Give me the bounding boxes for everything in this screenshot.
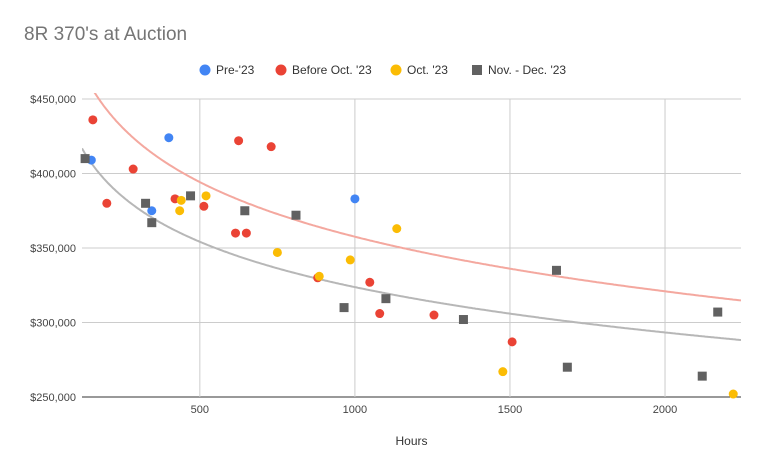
data-point [507,337,517,347]
legend-label: Before Oct. '23 [292,63,372,77]
data-point [458,315,468,325]
data-point [102,198,112,208]
data-point [345,255,355,265]
data-point [128,164,138,174]
x-tick-label: 500 [191,404,209,416]
data-point [350,194,360,204]
y-tick-label: $250,000 [30,392,76,404]
data-point [365,277,375,287]
x-tick-label: 2000 [653,404,677,416]
data-point [392,224,402,234]
data-point [141,198,151,208]
data-point [266,142,276,152]
trendline [93,93,741,302]
data-point [199,201,209,211]
y-tick-label: $350,000 [30,243,76,255]
data-point [147,218,157,228]
trendline [82,147,741,341]
data-point [186,191,196,201]
data-point [176,195,186,205]
legend-marker [199,64,211,76]
data-point [164,133,174,143]
data-point [240,206,250,216]
data-point [498,367,508,377]
y-tick-label: $300,000 [30,318,76,330]
data-point [241,228,251,238]
data-point [562,362,572,372]
legend-marker [472,65,482,75]
data-point [88,115,98,125]
data-point [231,228,241,238]
data-point [697,371,707,381]
x-axis-label: Hours [395,434,427,448]
legend-label: Oct. '23 [407,63,448,77]
chart-title: 8R 370's at Auction [24,24,188,45]
data-point [713,307,723,317]
y-tick-label: $450,000 [30,94,76,106]
legend-label: Nov. - Dec. '23 [488,63,566,77]
x-tick-label: 1500 [498,404,522,416]
data-point [201,191,211,201]
data-point [291,210,301,220]
data-point [314,271,324,281]
data-point [339,303,349,313]
data-point [381,294,391,304]
data-point [234,136,244,146]
data-point [272,247,282,257]
y-tick-label: $400,000 [30,169,76,181]
legend-label: Pre-'23 [216,63,255,77]
data-point [728,389,738,399]
x-tick-label: 1000 [343,404,367,416]
data-point [147,206,157,216]
data-point [375,309,385,319]
data-point [175,206,185,216]
data-point [551,265,561,275]
data-point [80,154,90,164]
data-point [429,310,439,320]
legend-marker [390,64,402,76]
legend-marker [275,64,287,76]
